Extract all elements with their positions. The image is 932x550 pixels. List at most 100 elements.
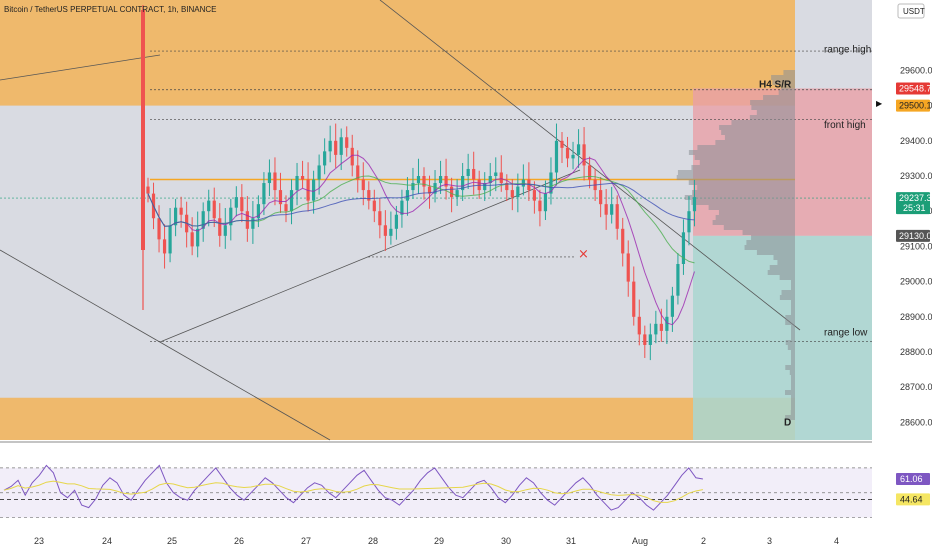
moving-average-40 — [147, 182, 695, 227]
x-tick-label: 3 — [767, 536, 772, 546]
volume-profile-bar — [791, 375, 795, 380]
candle-body — [212, 200, 216, 219]
x-tick-label: 2 — [701, 536, 706, 546]
candle-body — [538, 200, 542, 212]
volume-profile-bar — [746, 240, 795, 245]
candle-body — [433, 183, 437, 194]
candle-body — [692, 197, 697, 212]
candle-body — [488, 176, 492, 184]
y-tick-label: 28700.0 — [900, 382, 932, 392]
rsi-badge-label: 44.64 — [900, 494, 923, 504]
candle-body — [665, 316, 669, 331]
volume-profile-bar — [772, 80, 795, 85]
rsi-badge — [896, 472, 930, 485]
candle-body — [416, 176, 421, 184]
volume-profile-bar — [791, 395, 795, 400]
candle-body — [505, 183, 509, 191]
candle-body — [532, 190, 536, 201]
candle-body — [367, 190, 371, 201]
volume-profile-bar — [715, 215, 795, 220]
candle-body — [179, 207, 183, 215]
volume-profile-bar — [751, 105, 795, 110]
candle-body — [554, 140, 559, 173]
volume-profile-bar — [688, 150, 795, 155]
candle-body — [549, 172, 553, 194]
volume-profile-bar — [791, 400, 795, 405]
volume-profile-bar — [780, 85, 795, 90]
candle-body — [472, 168, 476, 180]
x-tick-label: 4 — [834, 536, 839, 546]
volume-profile-bar — [791, 385, 795, 390]
volume-profile-bar — [785, 320, 795, 325]
annotation-front-high: front high — [824, 120, 866, 131]
candle-body — [444, 176, 448, 187]
candle-body — [372, 200, 376, 212]
candle-body — [328, 140, 332, 152]
candle-body — [162, 239, 167, 254]
candle-body — [576, 144, 581, 155]
price-badge-label: 29130.0 — [899, 231, 932, 241]
candle-body — [571, 154, 575, 159]
y-tick-label: 28900.0 — [900, 312, 932, 322]
rsi-line — [3, 464, 703, 511]
volume-profile-bar — [783, 70, 795, 75]
candle-body — [405, 190, 410, 201]
volume-profile-bar — [778, 90, 795, 95]
x-tick-label: 24 — [102, 536, 112, 546]
candle-body — [389, 228, 393, 236]
candle-body — [637, 316, 641, 335]
candle-body — [251, 218, 255, 229]
volume-profile-bar — [789, 370, 795, 375]
candle-body — [411, 183, 415, 191]
volume-profile-bar — [785, 415, 795, 420]
volume-profile-bar — [791, 325, 795, 330]
price-badge — [896, 229, 930, 242]
x-tick-label: 27 — [301, 536, 311, 546]
candle-body — [654, 323, 658, 335]
volume-profile-bar — [791, 355, 795, 360]
price-badge — [896, 82, 930, 95]
trendline-upper — [0, 54, 161, 81]
candle-body — [245, 211, 249, 229]
candle-body — [284, 204, 288, 212]
volume-profile-bar — [756, 250, 795, 255]
volume-profile-bar — [692, 190, 795, 195]
candle-body — [201, 211, 205, 229]
volume-profile-bar — [781, 290, 795, 295]
volume-profile-bar — [767, 270, 795, 275]
volume-profile-bar — [787, 345, 795, 350]
candle-body — [207, 200, 211, 212]
volume-profile-bar — [791, 380, 795, 385]
candle-body — [676, 264, 680, 296]
candle-body — [543, 193, 548, 212]
volume-profile-bar — [791, 305, 795, 310]
volume-profile-bar — [791, 300, 795, 305]
chart-title: Bitcoin / TetherUS PERPETUAL CONTRACT, 1… — [4, 5, 217, 14]
volume-profile-bar — [785, 390, 795, 395]
candle-body — [378, 211, 382, 226]
candle-body — [218, 218, 222, 236]
y-tick-label: 29400.0 — [900, 136, 932, 146]
volume-profile-bar — [749, 115, 795, 120]
candle-body — [648, 334, 652, 345]
candle-body — [339, 137, 343, 155]
volume-profile-bar — [791, 335, 795, 340]
volume-profile-bar — [769, 265, 795, 270]
candle-body — [494, 172, 498, 176]
volume-profile-bar — [691, 200, 795, 205]
y-tick-label: 29300.0 — [900, 171, 932, 181]
volume-profile-bar — [721, 130, 795, 135]
candle-body — [262, 183, 266, 205]
volume-profile-bar — [791, 405, 795, 410]
volume-profile-bar — [763, 95, 795, 100]
candle-body — [323, 151, 327, 166]
volume-profile-bar — [791, 360, 795, 365]
candle-body — [234, 197, 238, 208]
candle-body — [565, 147, 570, 159]
candle-body — [350, 147, 354, 166]
candle-body — [582, 144, 586, 166]
candle-body — [626, 253, 630, 282]
currency-badge[interactable]: USDT — [903, 7, 925, 16]
